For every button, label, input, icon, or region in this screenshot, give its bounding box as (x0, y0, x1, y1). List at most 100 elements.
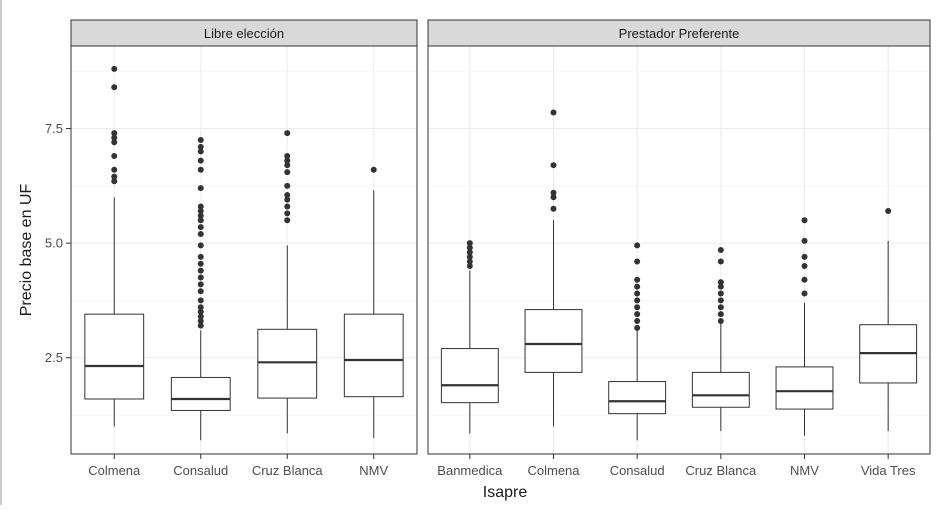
outlier-point (197, 185, 204, 192)
box-iqr (84, 313, 145, 400)
outlier-point (197, 208, 204, 215)
outlier-point (634, 290, 641, 297)
outlier-point (717, 318, 724, 325)
outlier-point (634, 297, 641, 304)
outlier-point (634, 242, 641, 249)
outlier-point (284, 191, 291, 198)
outlier-point (717, 247, 724, 253)
x-axis-title: Isapre (483, 484, 528, 501)
outlier-point (284, 162, 291, 169)
outlier-point (284, 130, 291, 137)
panel-prestador-preferente: Prestador Preferente Banmedica Colmena Con… (427, 19, 931, 478)
outlier-point (197, 224, 204, 231)
panel-strip-label: Prestador Preferente (619, 26, 740, 41)
outlier-point (197, 143, 204, 150)
x-tick-label: Banmedica (437, 463, 503, 478)
outlier-point (634, 324, 641, 331)
outlier-point (197, 260, 204, 267)
outlier-point (197, 304, 204, 311)
outlier-point (111, 84, 118, 91)
outlier-point (466, 240, 473, 247)
outlier-point (634, 318, 641, 325)
y-axis-title: Precio base en UF (18, 184, 35, 317)
outlier-point (284, 153, 291, 160)
outlier-point (634, 283, 641, 290)
outlier-point (197, 203, 204, 210)
outlier-point (550, 109, 557, 116)
outlier-point (197, 212, 204, 219)
panel-marks (84, 65, 404, 441)
outlier-point (801, 263, 808, 270)
outlier-point (197, 308, 204, 315)
outlier-point (550, 205, 557, 212)
x-tick-label: NMV (790, 463, 819, 478)
outlier-point (801, 290, 808, 297)
outlier-point (885, 208, 892, 215)
outlier-point (197, 157, 204, 164)
outlier-point (197, 288, 204, 295)
outlier-point (370, 166, 377, 173)
outlier-point (550, 194, 557, 201)
outlier-point (634, 311, 641, 318)
outlier-point (197, 267, 204, 274)
box-iqr (440, 348, 499, 404)
box-iqr (170, 376, 231, 411)
outlier-point (801, 276, 808, 283)
box-iqr (524, 309, 583, 373)
x-tick-label: Consalud (173, 463, 228, 478)
outlier-point (111, 65, 118, 72)
outlier-point (550, 189, 557, 196)
outlier-point (197, 217, 204, 224)
outlier-point (550, 162, 557, 169)
outlier-point (111, 173, 118, 180)
box-iqr (257, 328, 318, 399)
outlier-point (197, 148, 204, 155)
outlier-point (111, 130, 118, 137)
outlier-point (197, 136, 204, 143)
outlier-point (111, 166, 118, 173)
outlier-point (717, 311, 724, 318)
panel-plot-area (428, 46, 930, 454)
outlier-point (111, 153, 118, 160)
outlier-point (197, 253, 204, 260)
x-tick-label: Consalud (610, 463, 665, 478)
panel-strip-label: Libre elección (204, 26, 284, 41)
panel-strip (427, 19, 931, 47)
outlier-point (197, 230, 204, 237)
y-tick-label: 5.0 (45, 236, 63, 251)
outlier-point (197, 281, 204, 288)
outlier-point (197, 322, 204, 329)
outlier-point (801, 237, 808, 244)
outlier-point (801, 253, 808, 260)
outlier-point (197, 297, 204, 304)
outlier-point (284, 169, 291, 176)
x-tick-label: Colmena (527, 463, 580, 478)
outlier-point (111, 178, 118, 185)
panel-border (427, 45, 931, 455)
outlier-point (717, 283, 724, 290)
outlier-point (717, 290, 724, 297)
box-iqr (775, 366, 834, 410)
x-tick-label: Cruz Blanca (685, 463, 757, 478)
x-tick-label: Vida Tres (861, 463, 916, 478)
x-tick-label: NMV (359, 463, 388, 478)
outlier-point (717, 258, 724, 265)
outlier-point (717, 297, 724, 304)
outlier-point (197, 313, 204, 320)
outlier-point (111, 134, 118, 141)
box-iqr (343, 313, 404, 398)
x-tick-label: Cruz Blanca (252, 463, 324, 478)
outlier-point (284, 217, 291, 224)
outlier-point (197, 318, 204, 325)
outlier-point (197, 166, 204, 173)
x-tick-label: Colmena (88, 463, 141, 478)
y-axis: 2.5 5.0 7.5 (45, 121, 71, 365)
outlier-point (717, 304, 724, 311)
outlier-point (197, 242, 204, 249)
y-tick-label: 7.5 (45, 121, 63, 136)
outlier-point (284, 203, 291, 210)
panel-border (70, 45, 418, 455)
outlier-point (717, 279, 724, 286)
outlier-point (466, 244, 473, 251)
